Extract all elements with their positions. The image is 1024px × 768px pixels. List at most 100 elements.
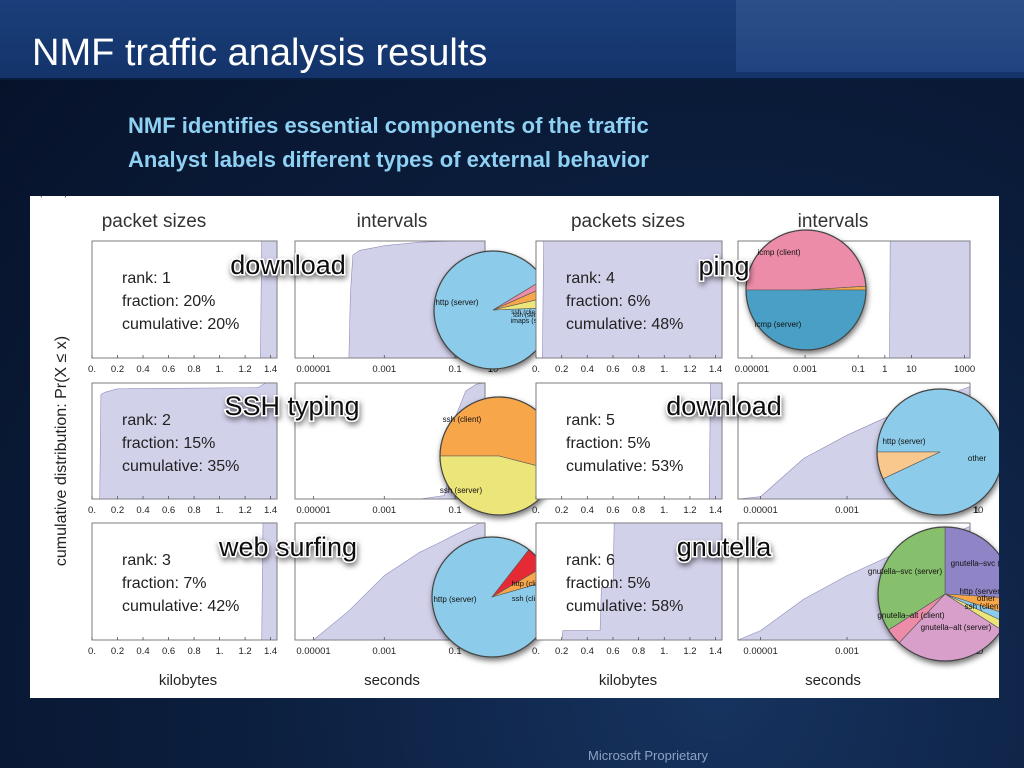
component-1-size-panel-ticklabel-4: 0.8 [187, 364, 200, 375]
component-3-size-panel-ticklabel-7: 1.4 [264, 646, 277, 657]
component-6-pie-slice-label-4: gnutella–alt (server) [921, 623, 992, 632]
component-1-interval-panel-ticklabel-1: 0.001 [372, 364, 396, 375]
component-6-size-panel-ticklabel-1: 0.2 [555, 646, 568, 657]
component-2-cumulative: cumulative: 35% [122, 458, 239, 475]
component-1-size-panel-ticklabel-3: 0.6 [162, 364, 175, 375]
component-6-size-panel-ticklabel-6: 1.2 [683, 646, 696, 657]
component-2-size-panel-ticklabel-6: 1.2 [238, 505, 251, 516]
component-1-size-panel-ticklabel-1: 0.2 [111, 364, 124, 375]
component-3-cumulative: cumulative: 42% [122, 598, 239, 615]
component-6-pie-slice-label-2: other [977, 594, 996, 603]
column-title-3: packets sizes [571, 211, 685, 232]
component-1-interval-panel-ticklabel-0: 0.00001 [296, 364, 330, 375]
component-2-size-panel-ticklabel-7: 1.4 [264, 505, 277, 516]
component-4-pie-slice-label-1: gnutella–svc (server) [30, 196, 67, 198]
column-title-2: intervals [357, 211, 428, 232]
bullet-2: Analyst labels different types of extern… [128, 147, 649, 172]
component-4-pie-slice-0 [745, 229, 867, 291]
footer-text: Microsoft Proprietary [588, 748, 708, 763]
component-3-fraction: fraction: 7% [122, 575, 206, 592]
bullet-1: NMF identifies essential components of t… [128, 113, 649, 138]
component-1-size-panel-ticklabel-5: 1. [216, 364, 224, 375]
component-3-size-panel-border [91, 522, 278, 641]
component-1-size-panel-ticklabel-7: 1.4 [264, 364, 277, 375]
component-4-size-panel-ticklabel-3: 0.6 [606, 364, 619, 375]
component-3-interval-panel-ticklabel-0: 0.00001 [296, 646, 330, 657]
component-6-size-panel-ticklabel-4: 0.8 [632, 646, 645, 657]
component-6-size-panel-ticklabel-2: 0.4 [581, 646, 594, 657]
title-bar-accent [736, 0, 1024, 72]
component-6-size-panel-ticklabel-7: 1.4 [709, 646, 722, 657]
component-2-behavior-label: SSH typing [224, 391, 359, 421]
component-2-interval-panel-ticklabel-0: 0.00001 [296, 505, 330, 516]
component-6-pie-slice-label-1: http (server) [959, 587, 999, 596]
component-3-size-panel-ticklabel-3: 0.6 [162, 646, 175, 657]
component-1-pie-slice-label-1: ssh (client) [511, 309, 542, 316]
component-1-cumulative: cumulative: 20% [122, 316, 239, 333]
component-6-pie-slice-label-5: gnutella–alt (client) [877, 611, 944, 620]
component-1-interval-panel-ticklabel-2: 0.1 [448, 364, 461, 375]
component-5-pie-slice-label-1: other [968, 454, 987, 463]
component-3-size-panel-ticklabel-5: 1. [216, 646, 224, 657]
component-3-size-panel-ticklabel-4: 0.8 [187, 646, 200, 657]
component-3-size-panel-frame [91, 522, 278, 641]
component-1-fraction: fraction: 20% [122, 293, 215, 310]
component-3-interval-panel-ticklabel-2: 0.1 [448, 646, 461, 657]
component-1-size-panel-ticklabel-6: 1.2 [238, 364, 251, 375]
component-6-size-panel-border [535, 522, 723, 641]
component-6-fraction: fraction: 5% [566, 575, 650, 592]
component-4-size-panel-ticklabel-0: 0. [532, 364, 540, 375]
component-1-size-panel-ticklabel-0: 0. [88, 364, 96, 375]
component-5-pie-slice-label-0: http (server) [882, 437, 925, 446]
component-6-rank: rank: 6 [566, 552, 615, 569]
component-5-size-panel-ticklabel-2: 0.4 [581, 505, 594, 516]
column-title-4: intervals [798, 211, 869, 232]
component-5-interval-panel-ticklabel-0: 0.00001 [743, 505, 777, 516]
component-4-interval-panel-ticklabel-0: 0.00001 [735, 364, 769, 375]
component-3-size-panel-ticklabel-1: 0.2 [111, 646, 124, 657]
component-3-size-panel-ticklabel-2: 0.4 [136, 646, 149, 657]
component-5-pie [876, 388, 1004, 516]
component-3-pie-slice-label-0: http (server) [433, 595, 476, 604]
component-4-size-panel-ticklabel-1: 0.2 [555, 364, 568, 375]
component-2-rank: rank: 2 [122, 412, 171, 429]
column-xlabel-2: seconds [364, 672, 420, 689]
component-1-size-panel-frame [91, 240, 278, 359]
component-4-size-panel-ticklabel-6: 1.2 [683, 364, 696, 375]
component-5-size-panel-ticklabel-0: 0. [532, 505, 540, 516]
component-3-pie-slice-label-2: ssh (client) [512, 594, 549, 603]
component-4-fraction: fraction: 6% [566, 293, 650, 310]
component-4-pie-slice-label-2: icmp (server) [755, 320, 802, 329]
component-4-pie-slice-label-0: icmp (client) [757, 248, 800, 257]
component-2-interval-panel-ticklabel-2: 0.1 [448, 505, 461, 516]
component-2-pie-slice-label-0: ssh (client) [443, 415, 482, 424]
component-3-size-panel-ticklabel-6: 1.2 [238, 646, 251, 657]
component-2-size-panel-ticklabel-1: 0.2 [111, 505, 124, 516]
component-4-cumulative: cumulative: 48% [566, 316, 683, 333]
component-5-size-panel-ticklabel-3: 0.6 [606, 505, 619, 516]
component-1-pie-slice-label-0: http (server) [435, 298, 478, 307]
component-4-interval-panel-ticklabel-4: 10 [906, 364, 917, 375]
component-4-size-panel-ticklabel-2: 0.4 [581, 364, 594, 375]
component-2-size-panel-ticklabel-5: 1. [216, 505, 224, 516]
component-2-fraction: fraction: 15% [122, 435, 215, 452]
component-3-interval-panel-ticklabel-1: 0.001 [372, 646, 396, 657]
component-5-size-panel-ticklabel-1: 0.2 [555, 505, 568, 516]
component-5-interval-panel-ticklabel-4: 10 [973, 505, 984, 516]
component-4-size-panel-ticklabel-4: 0.8 [632, 364, 645, 375]
component-4-behavior-label: ping [698, 251, 749, 281]
component-6-pie [877, 526, 1013, 662]
component-2-pie [439, 396, 559, 516]
nmf-chart-grid: packet sizes intervals packets sizes interv… [0, 189, 1022, 689]
component-4-interval-panel-ticklabel-2: 0.1 [852, 364, 865, 375]
component-5-fraction: fraction: 5% [566, 435, 650, 452]
component-6-size-panel-ticklabel-5: 1. [660, 646, 668, 657]
component-6-pie-slice-label-3: ssh (client) [965, 602, 999, 611]
component-1-size-panel-border [91, 240, 278, 359]
component-5-behavior-label: download [666, 391, 782, 421]
component-6-interval-panel-ticklabel-0: 0.00001 [743, 646, 777, 657]
component-2-size-panel-border [91, 382, 278, 500]
component-5-rank: rank: 5 [566, 412, 615, 429]
component-6-pie-slice-label-0: gnutella–svc (client) [951, 559, 999, 568]
slide-title: NMF traffic analysis results [32, 32, 488, 74]
